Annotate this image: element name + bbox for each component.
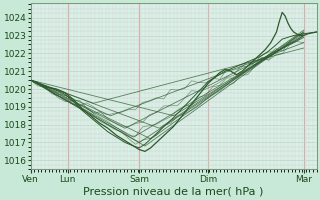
X-axis label: Pression niveau de la mer( hPa ): Pression niveau de la mer( hPa ) bbox=[84, 187, 264, 197]
